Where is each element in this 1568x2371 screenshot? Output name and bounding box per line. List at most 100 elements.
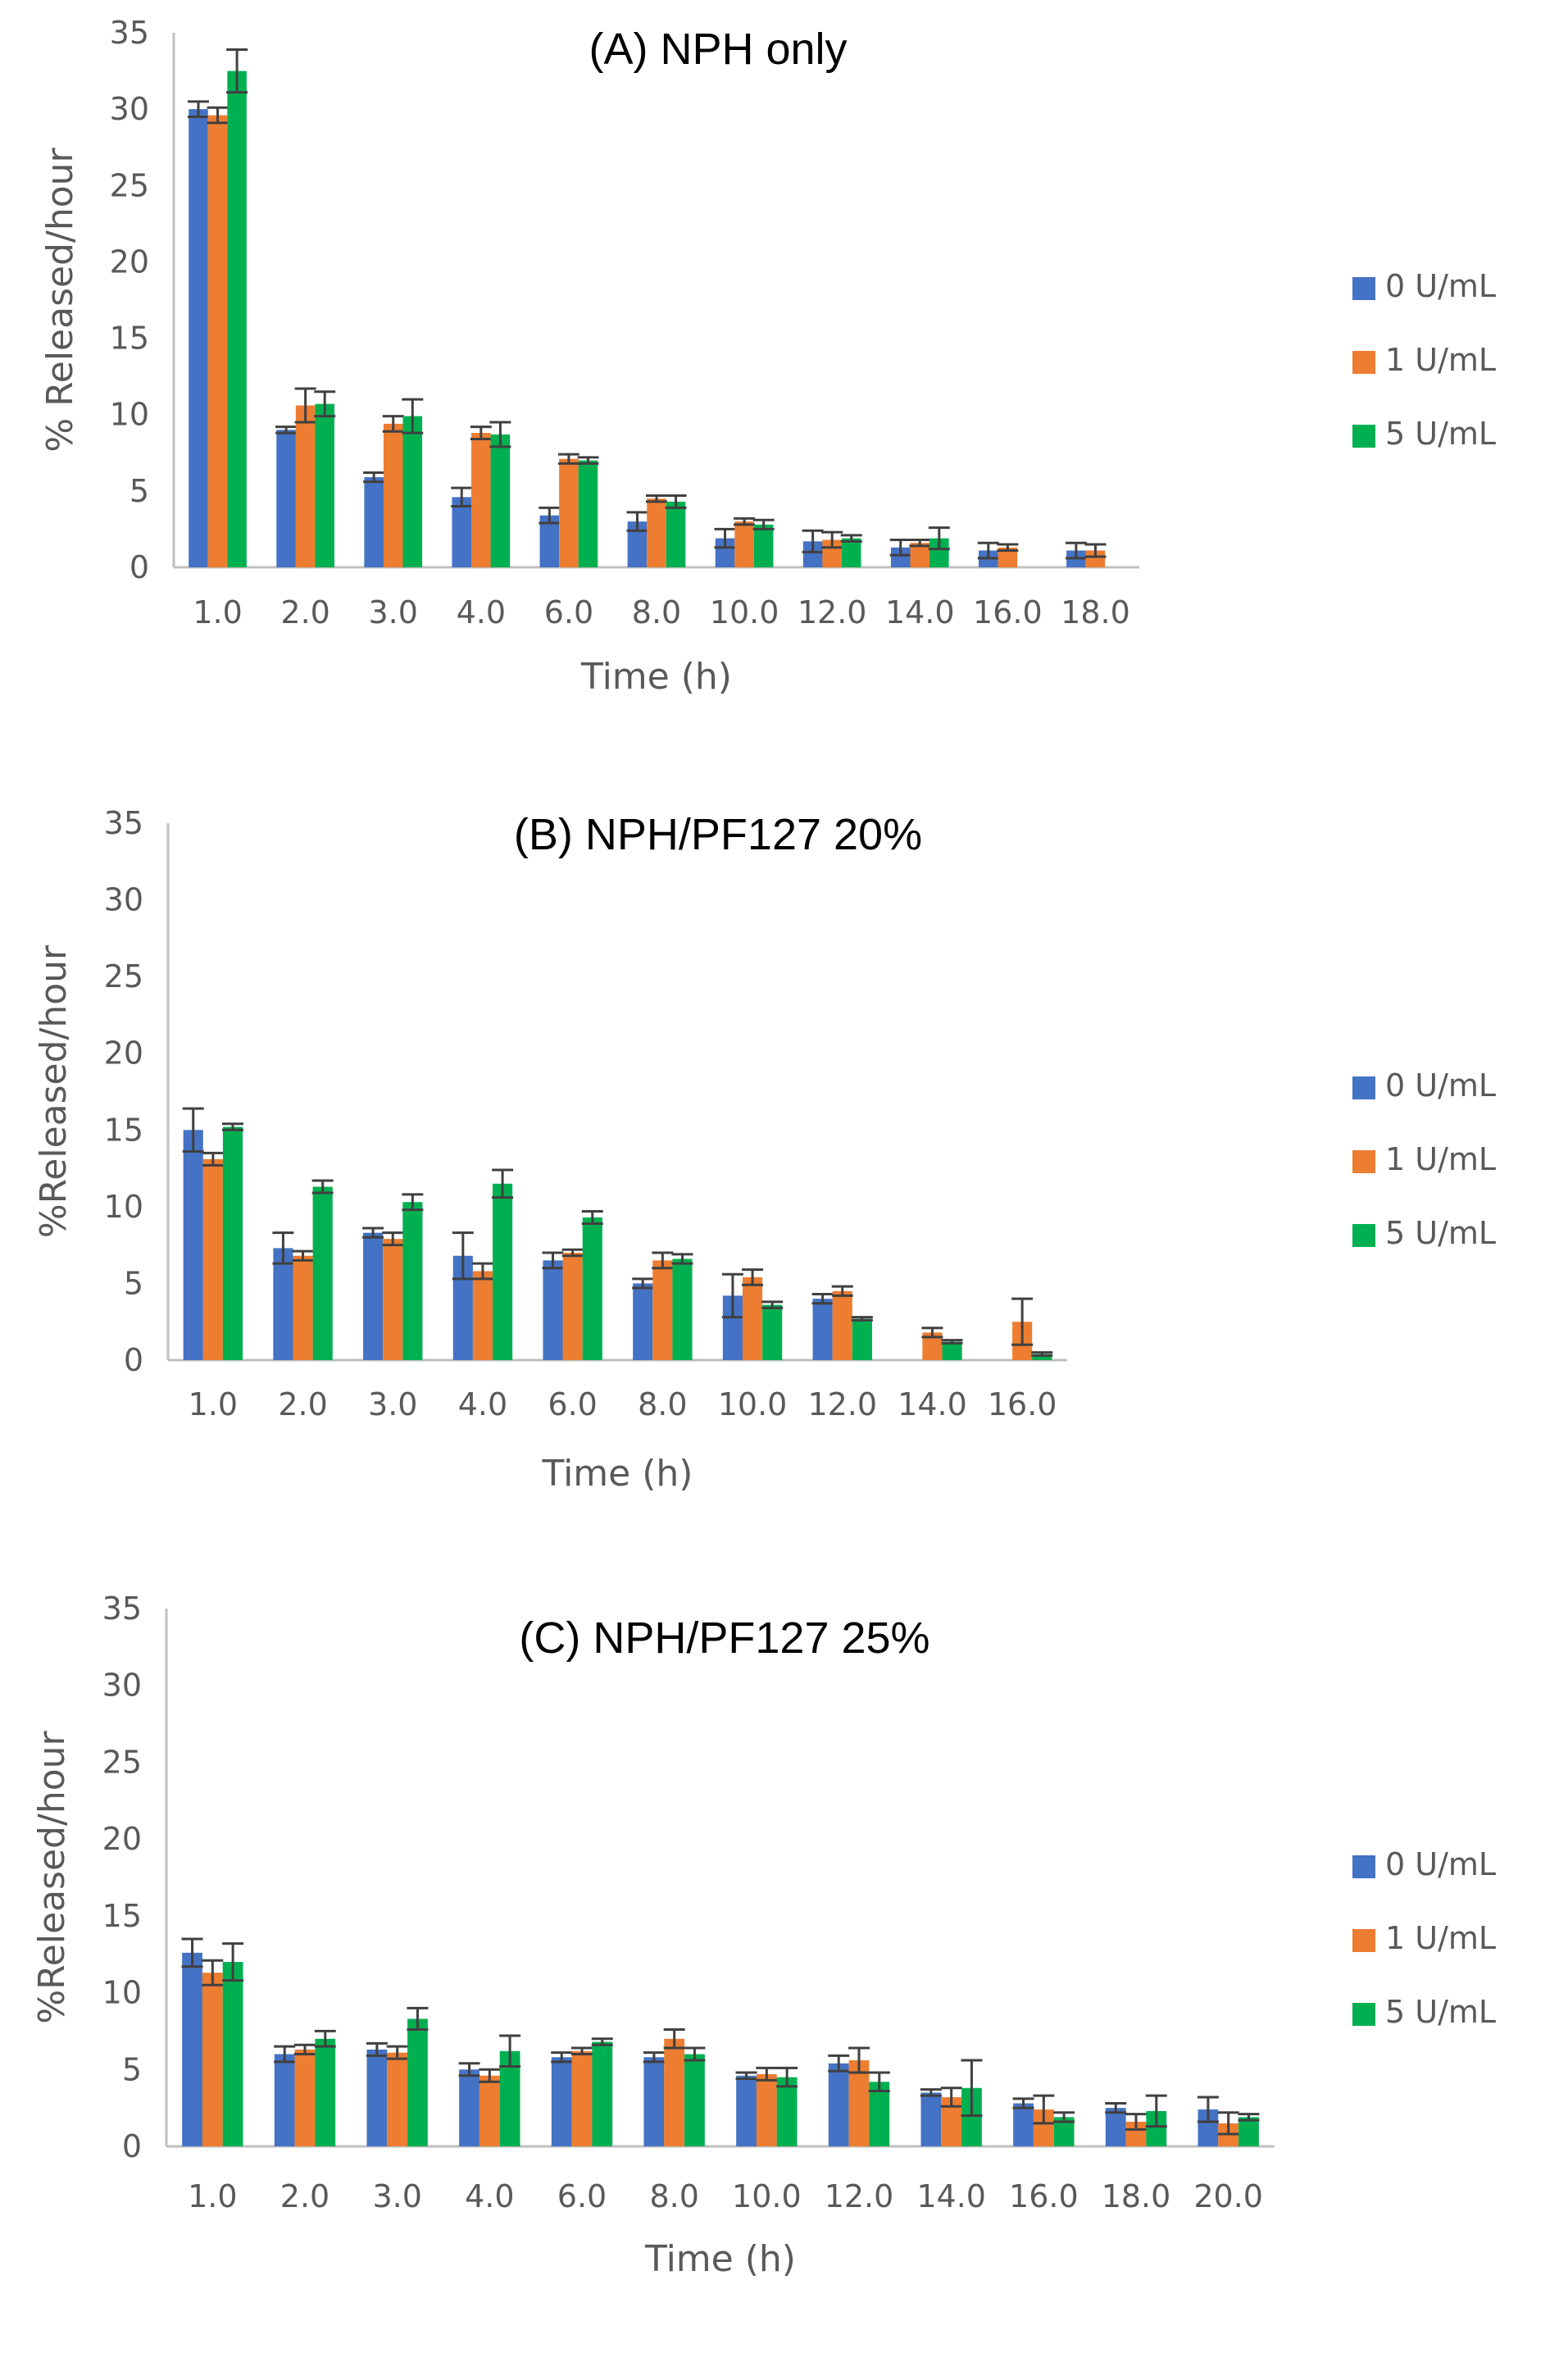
legend-label: 5 U/mL [1385, 1215, 1496, 1251]
bar-0-u-ml [890, 547, 911, 567]
bar-5-u-ml [407, 2018, 428, 2146]
y-axis-title: %Released/hour [31, 1730, 73, 2023]
x-tick-label: 3.0 [368, 1386, 417, 1422]
y-tick-label: 25 [102, 1744, 142, 1780]
legend-label: 0 U/mL [1385, 268, 1496, 304]
x-tick-label: 2.0 [278, 1386, 327, 1422]
error-bar [734, 517, 756, 526]
error-bar [1012, 2097, 1034, 2109]
x-tick-label: 16.0 [988, 1386, 1057, 1422]
x-tick-label: 18.0 [1102, 2178, 1171, 2214]
error-bar [591, 2037, 613, 2046]
error-bar [499, 2034, 521, 2068]
chart-c-nph-pf127-25: 0 5 10 15 20 25 30 35 1.0 2.0 3.0 4.0 6.0 8.0 10.0 12.0… [0, 1581, 1568, 2371]
error-bar [941, 1339, 963, 1345]
x-tick-label: 12.0 [807, 1386, 877, 1422]
bar-1-u-ml [202, 1158, 223, 1360]
error-bar [274, 2045, 296, 2064]
error-bar [452, 1231, 474, 1281]
error-bar [275, 426, 298, 435]
bar-0-u-ml [627, 521, 648, 567]
y-tick-label: 20 [110, 243, 149, 280]
error-bar [831, 1285, 853, 1297]
x-tick-label: 3.0 [372, 2178, 421, 2214]
error-bar [458, 2062, 480, 2077]
bar-1-u-ml [383, 1239, 403, 1360]
bar-1-u-ml [293, 1255, 313, 1360]
legend-label: 1 U/mL [1385, 1920, 1496, 1956]
bar-0-u-ml [812, 1299, 833, 1360]
error-bar [840, 534, 862, 543]
bar-5-u-ml [582, 1217, 602, 1360]
bar-1-u-ml [742, 1277, 763, 1360]
error-bar [684, 2046, 706, 2062]
x-tick-label: 14.0 [885, 594, 955, 630]
legend-label: 1 U/mL [1385, 342, 1496, 378]
x-tick-label: 12.0 [798, 594, 867, 630]
x-tick-label: 1.0 [193, 594, 242, 630]
bar-1-u-ml [756, 2073, 777, 2146]
error-bar [776, 2066, 798, 2088]
error-bar [314, 2029, 336, 2048]
bar-0-u-ml [1105, 2108, 1126, 2146]
bar-0-u-ml [189, 109, 208, 568]
legend: 0 U/mL 1 U/mL 5 U/mL [1352, 268, 1496, 452]
bar-1-u-ml [1085, 550, 1106, 567]
bar-1-u-ml [559, 458, 579, 567]
error-bar [382, 1231, 404, 1247]
error-bar [471, 1262, 493, 1281]
bar-5-u-ml [1032, 1354, 1052, 1360]
error-bar [961, 2059, 983, 2118]
error-bar [643, 2051, 665, 2064]
chart-svg: 0 5 10 15 20 25 30 35 1.0 2.0 3.0 4.0 6.0 8.0 10.0 12.0… [31, 1591, 1496, 2280]
y-tick-label: 0 [130, 549, 149, 585]
bar-5-u-ml [762, 1304, 783, 1360]
error-bar [1145, 2094, 1167, 2128]
error-bar [187, 100, 209, 118]
error-bar [671, 1253, 693, 1265]
bar-1-u-ml [571, 2050, 593, 2146]
error-bar [1053, 2111, 1075, 2123]
error-bar [828, 2054, 850, 2073]
error-bar [1105, 2102, 1127, 2114]
bar-1-u-ml [734, 521, 754, 567]
bar-0-u-ml [459, 2069, 479, 2146]
chart-svg: 0 5 10 15 20 25 30 35 1.0 2.0 3.0 4.0 6.0 8.0 10.0 12.0… [39, 15, 1496, 698]
bar-5-u-ml [578, 460, 598, 567]
legend-swatch [1352, 1929, 1375, 1952]
y-tick-label: 20 [104, 1035, 143, 1072]
error-bar [181, 1937, 203, 1968]
bar-0-u-ml [182, 1952, 202, 2146]
bar-1-u-ml [998, 547, 1018, 567]
bar-5-u-ml [852, 1318, 872, 1360]
error-bar [1065, 541, 1087, 560]
error-bar [977, 541, 999, 560]
bar-0-u-ml [633, 1283, 653, 1360]
bar-0-u-ml [1013, 2103, 1034, 2146]
bar-5-u-ml [753, 524, 774, 567]
bar-5-u-ml [672, 1258, 693, 1360]
bar-1-u-ml [664, 2038, 685, 2146]
error-bar [721, 1272, 743, 1319]
x-tick-label: 8.0 [638, 1386, 687, 1422]
bar-0-u-ml [920, 2092, 942, 2146]
x-axis-title: Time (h) [644, 2238, 796, 2280]
legend: 0 U/mL 1 U/mL 5 U/mL [1352, 1846, 1496, 2030]
error-bar [851, 1316, 873, 1322]
error-bar [363, 471, 385, 484]
x-tick-label: 14.0 [916, 2178, 986, 2214]
bar-5-u-ml [929, 538, 949, 567]
legend-swatch [1352, 2003, 1375, 2026]
error-bar [294, 387, 316, 424]
x-axis-title: Time (h) [580, 656, 732, 698]
legend-swatch [1352, 277, 1375, 300]
error-bar [470, 426, 492, 441]
x-tick-label: 1.0 [188, 2178, 237, 2214]
error-bar [735, 2071, 757, 2081]
x-tick-label: 18.0 [1061, 594, 1130, 630]
error-bar [479, 2068, 501, 2083]
legend-swatch [1352, 351, 1375, 374]
bar-5-u-ml [493, 1183, 513, 1360]
error-bar [207, 106, 229, 125]
bar-1-u-ml [848, 2060, 870, 2146]
